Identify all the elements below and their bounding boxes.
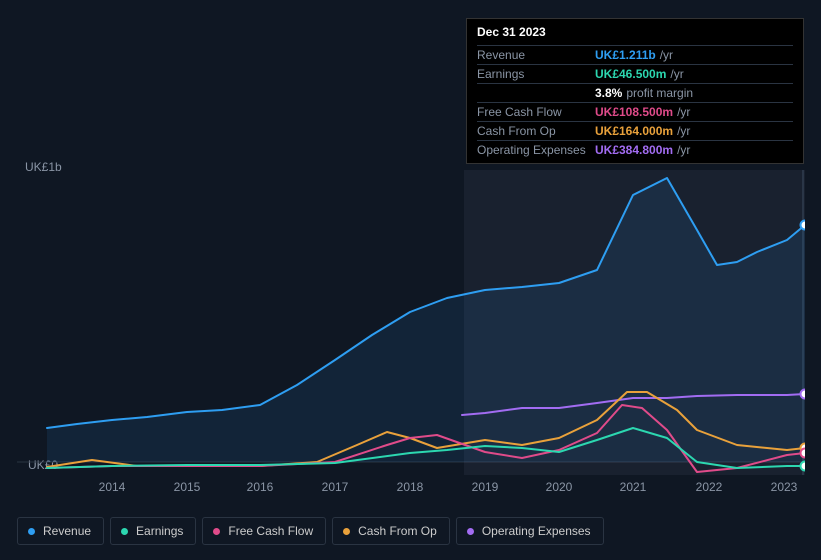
legend-dot-icon	[213, 528, 220, 535]
tooltip-row-value: UK£108.500m	[595, 105, 673, 119]
x-axis-label: 2023	[771, 480, 798, 494]
tooltip-row-value: UK£1.211b	[595, 48, 656, 62]
tooltip-row: Operating ExpensesUK£384.800m/yr	[477, 140, 793, 159]
tooltip-row-label: Operating Expenses	[477, 143, 595, 157]
legend: Revenue Earnings Free Cash Flow Cash From O…	[17, 517, 604, 545]
tooltip-row: EarningsUK£46.500m/yr	[477, 64, 793, 83]
tooltip-row-label: Earnings	[477, 67, 595, 81]
tooltip-row-suffix: profit margin	[626, 86, 693, 100]
legend-dot-icon	[28, 528, 35, 535]
x-axis-label: 2019	[472, 480, 499, 494]
x-axis-label: 2016	[247, 480, 274, 494]
legend-dot-icon	[121, 528, 128, 535]
legend-label: Free Cash Flow	[228, 524, 313, 538]
tooltip-row-value: UK£46.500m	[595, 67, 666, 81]
tooltip-row-value: UK£164.000m	[595, 124, 673, 138]
tooltip-date: Dec 31 2023	[477, 25, 793, 45]
legend-label: Operating Expenses	[482, 524, 591, 538]
legend-dot-icon	[467, 528, 474, 535]
tooltip-rows: RevenueUK£1.211b/yrEarningsUK£46.500m/yr…	[477, 45, 793, 159]
x-axis-label: 2021	[620, 480, 647, 494]
legend-label: Earnings	[136, 524, 183, 538]
legend-dot-icon	[343, 528, 350, 535]
financial-chart	[17, 170, 805, 475]
tooltip-row-value: UK£384.800m	[595, 143, 673, 157]
tooltip-row-label: Revenue	[477, 48, 595, 62]
x-axis-label: 2020	[546, 480, 573, 494]
tooltip-row: Cash From OpUK£164.000m/yr	[477, 121, 793, 140]
tooltip-row-suffix: /yr	[677, 105, 690, 119]
legend-item[interactable]: Earnings	[110, 517, 196, 545]
tooltip-row: RevenueUK£1.211b/yr	[477, 45, 793, 64]
legend-item[interactable]: Operating Expenses	[456, 517, 604, 545]
tooltip-row: Free Cash FlowUK£108.500m/yr	[477, 102, 793, 121]
tooltip-row-label: Free Cash Flow	[477, 105, 595, 119]
tooltip-row-value: 3.8%	[595, 86, 622, 100]
tooltip-row-suffix: /yr	[677, 124, 690, 138]
legend-item[interactable]: Cash From Op	[332, 517, 450, 545]
x-axis-label: 2022	[696, 480, 723, 494]
legend-label: Revenue	[43, 524, 91, 538]
x-axis-label: 2018	[397, 480, 424, 494]
tooltip-row-suffix: /yr	[677, 143, 690, 157]
x-axis-label: 2014	[99, 480, 126, 494]
x-axis-labels: 2014 2015 2016 2017 2018 2019 2020 2021 2022 2023	[17, 480, 805, 500]
x-axis-label: 2017	[322, 480, 349, 494]
tooltip-row-suffix: /yr	[660, 48, 673, 62]
legend-label: Cash From Op	[358, 524, 437, 538]
tooltip-row-label: Cash From Op	[477, 124, 595, 138]
tooltip-row-label	[477, 86, 595, 100]
tooltip-row: 3.8% profit margin	[477, 83, 793, 102]
legend-item[interactable]: Revenue	[17, 517, 104, 545]
tooltip-row-suffix: /yr	[670, 67, 683, 81]
chart-tooltip: Dec 31 2023 RevenueUK£1.211b/yrEarningsU…	[466, 18, 804, 164]
legend-item[interactable]: Free Cash Flow	[202, 517, 326, 545]
x-axis-label: 2015	[174, 480, 201, 494]
